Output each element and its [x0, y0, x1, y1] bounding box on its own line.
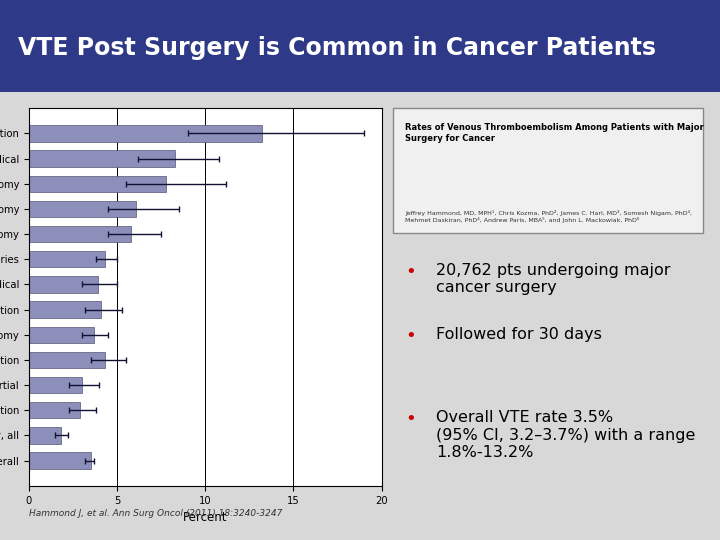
Bar [29, 276, 98, 293]
X-axis label: Percent: Percent [183, 511, 228, 524]
Text: •: • [405, 327, 416, 345]
Bar [29, 176, 166, 192]
Text: Hammond J, et al. Ann Surg Oncol (2011) 18:3240-3247: Hammond J, et al. Ann Surg Oncol (2011) … [29, 509, 282, 518]
Bar [29, 377, 82, 393]
Text: •: • [405, 410, 416, 428]
Text: 20,762 pts undergoing major
cancer surgery: 20,762 pts undergoing major cancer surge… [436, 263, 671, 295]
Bar [29, 327, 94, 343]
Bar [29, 125, 261, 141]
Bar [29, 150, 175, 167]
Bar [29, 201, 136, 217]
Bar [29, 226, 131, 242]
Bar [29, 453, 91, 469]
Text: Rates of Venous Thromboembolism Among Patients with Major
Surgery for Cancer: Rates of Venous Thromboembolism Among Pa… [405, 123, 704, 143]
Bar [29, 301, 101, 318]
Text: •: • [405, 263, 416, 281]
Bar [29, 427, 60, 444]
Text: Overall VTE rate 3.5%
(95% CI, 3.2–3.7%) with a range
1.8%-13.2%: Overall VTE rate 3.5% (95% CI, 3.2–3.7%)… [436, 410, 696, 460]
FancyBboxPatch shape [393, 108, 703, 233]
Bar [29, 352, 104, 368]
Text: Followed for 30 days: Followed for 30 days [436, 327, 602, 342]
Bar [29, 251, 104, 267]
Bar [29, 402, 80, 418]
Text: VTE Post Surgery is Common in Cancer Patients: VTE Post Surgery is Common in Cancer Pat… [18, 36, 656, 60]
Text: Jeffrey Hammond, MD, MPH¹, Chris Kozma, PhD², James C. Harl, MD³, Somesh Nigam, : Jeffrey Hammond, MD, MPH¹, Chris Kozma, … [405, 210, 693, 223]
